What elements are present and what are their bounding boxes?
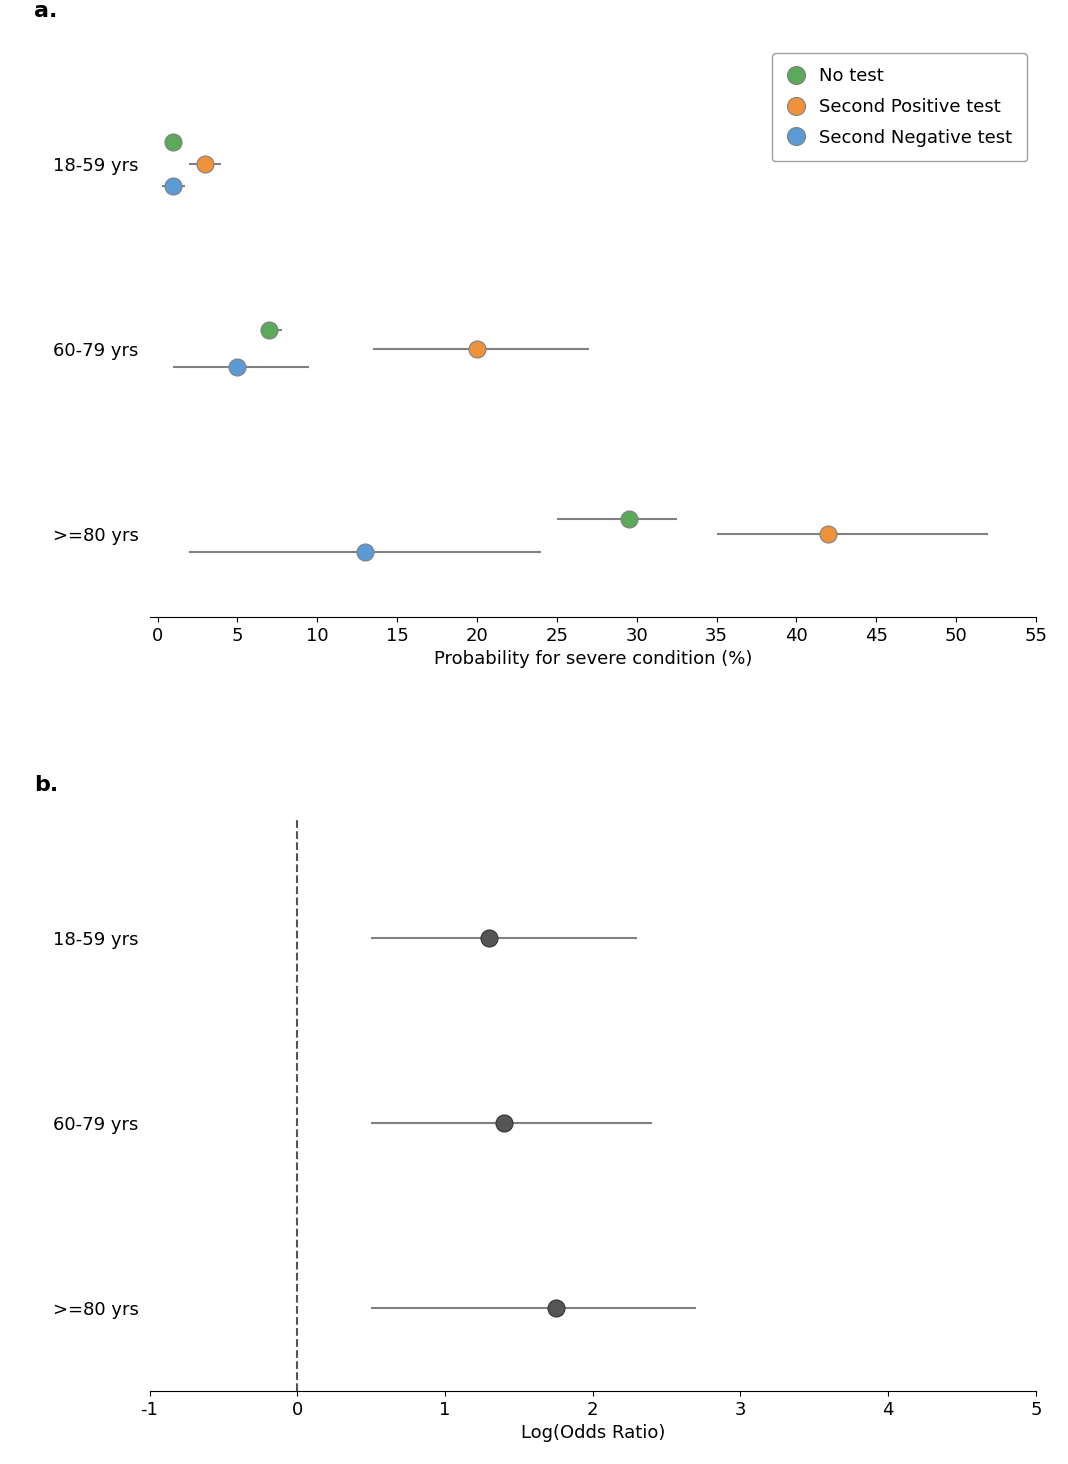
Point <box>481 927 498 950</box>
Point <box>621 508 638 531</box>
Point <box>820 523 837 546</box>
Point <box>357 540 374 564</box>
Point <box>197 152 214 176</box>
Point <box>164 174 182 198</box>
Text: b.: b. <box>34 774 59 795</box>
Legend: No test, Second Positive test, Second Negative test: No test, Second Positive test, Second Ne… <box>772 53 1027 161</box>
X-axis label: Log(Odds Ratio): Log(Odds Ratio) <box>520 1424 665 1442</box>
Point <box>547 1296 564 1319</box>
Point <box>469 337 486 360</box>
Text: a.: a. <box>34 1 58 20</box>
Point <box>229 356 246 379</box>
Point <box>261 319 278 343</box>
X-axis label: Probability for severe condition (%): Probability for severe condition (%) <box>434 650 752 669</box>
Point <box>496 1111 513 1135</box>
Point <box>164 130 182 154</box>
